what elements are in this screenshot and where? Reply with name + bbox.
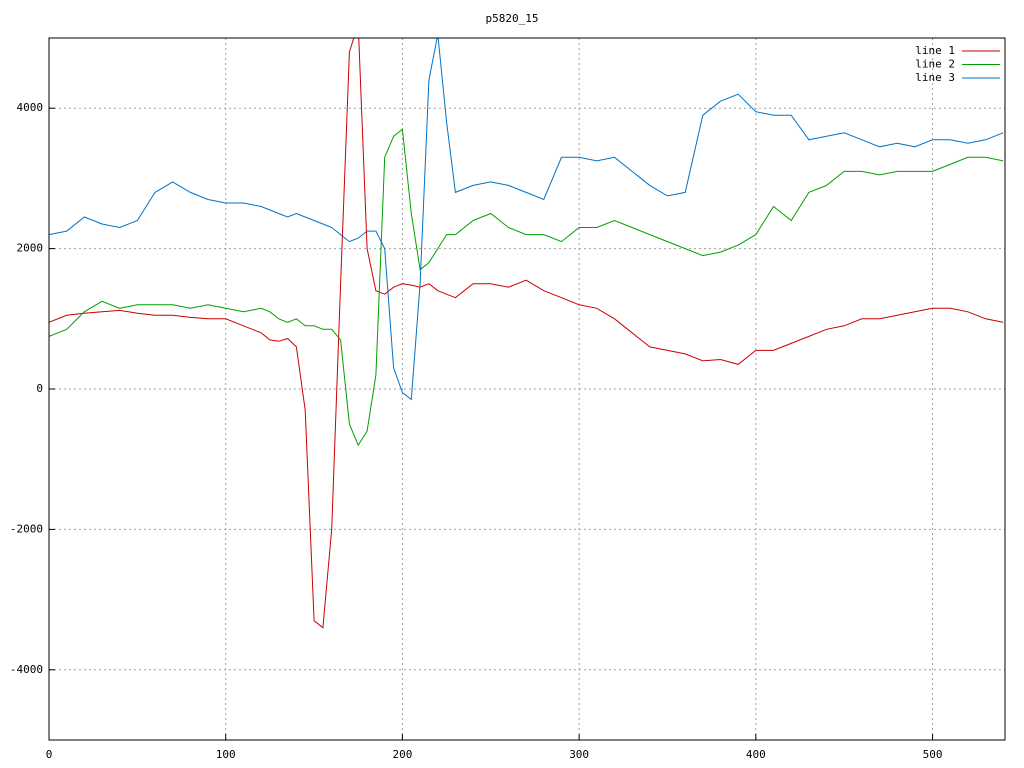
x-tick-label: 0	[46, 748, 53, 761]
y-tick-label: -2000	[10, 522, 43, 535]
y-tick-label: 4000	[17, 101, 44, 114]
legend-label: line 3	[915, 71, 955, 84]
legend-label: line 2	[915, 58, 955, 71]
x-tick-label: 400	[746, 748, 766, 761]
grid	[48, 38, 1005, 740]
x-tick-label: 300	[569, 748, 589, 761]
series-line	[49, 38, 1004, 629]
series-line	[49, 128, 1004, 447]
y-tick-label: -4000	[10, 663, 43, 676]
y-tick-label: 0	[36, 382, 43, 395]
x-tick-label: 200	[392, 748, 412, 761]
y-tick-label: 2000	[17, 242, 44, 255]
series-line	[49, 38, 1004, 401]
x-tick-label: 500	[923, 748, 943, 761]
x-tick-label: 100	[216, 748, 236, 761]
plot-frame	[48, 37, 1006, 741]
chart-title: p5820_15	[486, 12, 539, 25]
plot-area	[49, 38, 1004, 629]
legend-label: line 1	[915, 44, 955, 57]
